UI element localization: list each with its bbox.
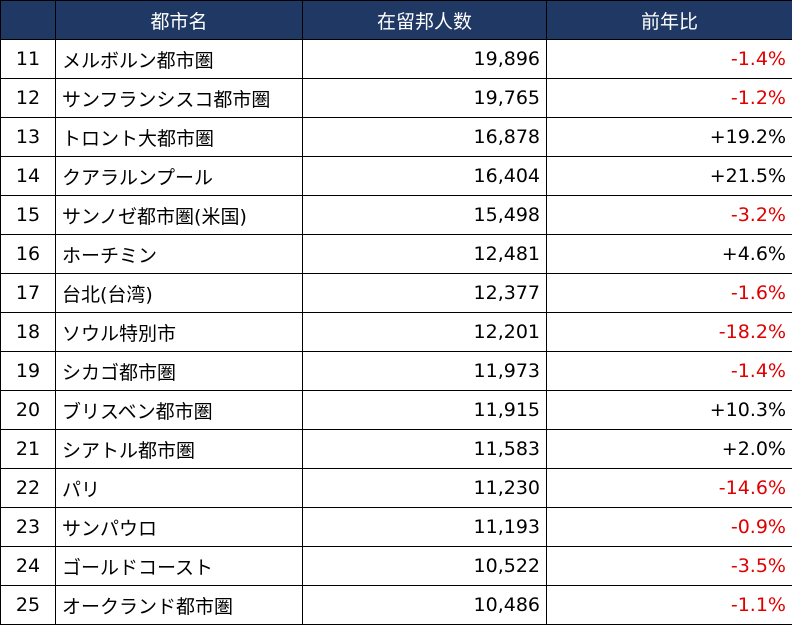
count-cell: 12,377 [302,273,547,313]
change-cell: +2.0% [546,429,792,469]
table-row: 11 メルボルン都市圏 19,896 -1.4% [0,39,792,79]
table-row: 18 ソウル特別市 12,201 -18.2% [0,312,792,352]
table-row: 15 サンノゼ都市圏(米国) 15,498 -3.2% [0,195,792,235]
count-cell: 16,404 [302,156,547,196]
change-cell: -1.6% [546,273,792,313]
header-cell: 都市名 [55,0,303,40]
change-cell: -3.2% [546,195,792,235]
city-cell: サンパウロ [55,507,303,547]
count-cell: 11,193 [302,507,547,547]
data-table: 都市名 在留邦人数 前年比 11 メルボルン都市圏 19,896 -1.4% 12 サンフ… [0,0,792,625]
change-cell: -1.2% [546,78,792,118]
rank-cell: 20 [0,390,56,430]
change-cell: -14.6% [546,468,792,508]
count-cell: 10,522 [302,546,547,586]
city-cell: ゴールドコースト [55,546,303,586]
city-cell: クアラルンプール [55,156,303,196]
table-header: 都市名 在留邦人数 前年比 [0,0,792,40]
table-row: 20 ブリスベン都市圏 11,915 +10.3% [0,390,792,430]
rank-cell: 15 [0,195,56,235]
rank-cell: 16 [0,234,56,274]
city-cell: シカゴ都市圏 [55,351,303,391]
city-cell: サンフランシスコ都市圏 [55,78,303,118]
table-row: 17 台北(台湾) 12,377 -1.6% [0,273,792,313]
header-cell: 在留邦人数 [302,0,547,40]
change-cell: +19.2% [546,117,792,157]
rank-cell: 22 [0,468,56,508]
city-cell: トロント大都市圏 [55,117,303,157]
table-row: 22 パリ 11,230 -14.6% [0,468,792,508]
header-cell [0,0,56,40]
count-cell: 11,230 [302,468,547,508]
change-cell: +10.3% [546,390,792,430]
city-cell: オークランド都市圏 [55,585,303,625]
count-cell: 11,973 [302,351,547,391]
rank-cell: 24 [0,546,56,586]
table-row: 24 ゴールドコースト 10,522 -3.5% [0,546,792,586]
city-cell: ソウル特別市 [55,312,303,352]
change-cell: -1.4% [546,39,792,79]
table-row: 25 オークランド都市圏 10,486 -1.1% [0,585,792,625]
rank-cell: 17 [0,273,56,313]
city-cell: パリ [55,468,303,508]
change-cell: +21.5% [546,156,792,196]
table-row: 23 サンパウロ 11,193 -0.9% [0,507,792,547]
header-cell: 前年比 [546,0,792,40]
change-cell: -3.5% [546,546,792,586]
change-cell: -18.2% [546,312,792,352]
rank-cell: 23 [0,507,56,547]
count-cell: 12,201 [302,312,547,352]
table-row: 12 サンフランシスコ都市圏 19,765 -1.2% [0,78,792,118]
count-cell: 19,896 [302,39,547,79]
change-cell: +4.6% [546,234,792,274]
rank-cell: 21 [0,429,56,469]
table-row: 21 シアトル都市圏 11,583 +2.0% [0,429,792,469]
header-row: 都市名 在留邦人数 前年比 [0,0,792,40]
rank-cell: 11 [0,39,56,79]
table-body: 11 メルボルン都市圏 19,896 -1.4% 12 サンフランシスコ都市圏 19,765… [0,39,792,625]
table-row: 14 クアラルンプール 16,404 +21.5% [0,156,792,196]
change-cell: -1.4% [546,351,792,391]
table-row: 13 トロント大都市圏 16,878 +19.2% [0,117,792,157]
city-cell: 台北(台湾) [55,273,303,313]
count-cell: 19,765 [302,78,547,118]
city-cell: メルボルン都市圏 [55,39,303,79]
rank-cell: 18 [0,312,56,352]
rank-cell: 19 [0,351,56,391]
city-cell: サンノゼ都市圏(米国) [55,195,303,235]
count-cell: 15,498 [302,195,547,235]
city-cell: ホーチミン [55,234,303,274]
count-cell: 12,481 [302,234,547,274]
rank-cell: 25 [0,585,56,625]
city-cell: シアトル都市圏 [55,429,303,469]
count-cell: 10,486 [302,585,547,625]
change-cell: -1.1% [546,585,792,625]
rank-cell: 14 [0,156,56,196]
table-row: 16 ホーチミン 12,481 +4.6% [0,234,792,274]
rank-cell: 13 [0,117,56,157]
rank-cell: 12 [0,78,56,118]
change-cell: -0.9% [546,507,792,547]
count-cell: 16,878 [302,117,547,157]
table-row: 19 シカゴ都市圏 11,973 -1.4% [0,351,792,391]
count-cell: 11,583 [302,429,547,469]
count-cell: 11,915 [302,390,547,430]
city-cell: ブリスベン都市圏 [55,390,303,430]
